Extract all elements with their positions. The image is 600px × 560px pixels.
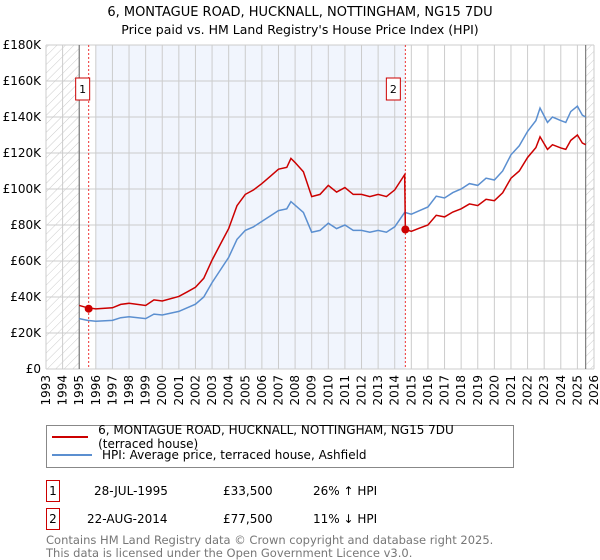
- x-tick-label: 2001: [172, 375, 186, 406]
- x-tick-label: 2020: [487, 375, 501, 406]
- x-tick-label: 2000: [155, 375, 169, 406]
- legend-item-property: 6, MONTAGUE ROAD, HUCKNALL, NOTTINGHAM, …: [52, 423, 513, 451]
- x-tick-label: 2002: [188, 375, 202, 406]
- hpi-line: [79, 105, 587, 323]
- legend-item-hpi: HPI: Average price, terraced house, Ashf…: [52, 446, 367, 464]
- x-tick-label: 2010: [321, 375, 335, 406]
- x-tick-label: 2023: [537, 375, 551, 406]
- x-tick-label: 1999: [139, 375, 153, 406]
- x-tick-label: 1994: [56, 375, 70, 406]
- x-tick-label: 2021: [504, 375, 518, 406]
- legend-label: HPI: Average price, terraced house, Ashf…: [102, 448, 367, 462]
- y-tick-label: £140K: [3, 110, 43, 124]
- x-tick-label: 2013: [371, 375, 385, 406]
- y-tick-label: £0: [26, 362, 41, 376]
- x-tick-label: 2015: [404, 375, 418, 406]
- footer: Contains HM Land Registry data © Crown c…: [46, 534, 493, 560]
- sale-label-1: 1: [79, 83, 86, 96]
- y-tick-label: £80K: [10, 218, 42, 232]
- x-tick-label: 2026: [587, 375, 600, 406]
- x-tick-label: 2009: [305, 375, 319, 406]
- sale-label-box-1: [75, 77, 91, 101]
- x-tick-label: 2012: [355, 375, 369, 406]
- y-tick-label: £20K: [10, 326, 42, 340]
- sale-price: £77,500: [223, 512, 273, 526]
- x-tick-label: 2024: [554, 375, 568, 406]
- sale-hpi-diff: 26% ↑ HPI: [313, 484, 378, 498]
- chart-title: 6, MONTAGUE ROAD, HUCKNALL, NOTTINGHAM, …: [107, 5, 492, 20]
- sale-price: £33,500: [223, 484, 273, 498]
- x-tick-label: 2022: [521, 375, 535, 406]
- x-tick-label: 2006: [255, 375, 269, 406]
- sale-date: 28-JUL-1995: [94, 484, 168, 498]
- sale-hpi-diff: 11% ↓ HPI: [313, 512, 378, 526]
- y-tick-label: £60K: [10, 254, 42, 268]
- x-tick-label: 2016: [421, 375, 435, 406]
- x-tick-label: 2017: [438, 375, 452, 406]
- x-tick-label: 2011: [338, 375, 352, 406]
- x-tick-label: 2014: [388, 375, 402, 406]
- x-tick-label: 2007: [271, 375, 285, 406]
- sale-point-1: [84, 304, 93, 313]
- sale-row-2: 2 22-AUG-2014 £77,500 11% ↓ HPI: [46, 508, 446, 530]
- property-price-line: [79, 133, 587, 310]
- x-tick-label: 2004: [222, 375, 236, 406]
- hatched-region-after: [585, 45, 594, 369]
- x-tick-label: 1998: [122, 375, 136, 406]
- x-tick-label: 2018: [454, 375, 468, 406]
- chart-subtitle: Price paid vs. HM Land Registry's House …: [121, 22, 478, 37]
- y-tick-label: £180K: [3, 38, 43, 52]
- sale-marker-box: 1: [46, 480, 60, 502]
- x-tick-label: 2025: [570, 375, 584, 406]
- footer-line-2: This data is licensed under the Open Gov…: [46, 546, 413, 560]
- x-tick-label: 1996: [89, 375, 103, 406]
- x-tick-label: 1995: [72, 375, 86, 406]
- sale-point-2: [401, 225, 410, 234]
- legend-swatch-blue: [52, 454, 92, 456]
- sale-label-box-2: [385, 77, 401, 101]
- x-tick-label: 2005: [238, 375, 252, 406]
- y-tick-label: £100K: [3, 182, 43, 196]
- price-chart: 6, MONTAGUE ROAD, HUCKNALL, NOTTINGHAM, …: [3, 5, 600, 406]
- x-tick-label: 2003: [205, 375, 219, 406]
- y-tick-label: £120K: [3, 146, 43, 160]
- legend-swatch-red: [52, 436, 89, 438]
- sale-row-1: 1 28-JUL-1995 £33,500 26% ↑ HPI: [46, 480, 446, 502]
- sale-date: 22-AUG-2014: [87, 512, 168, 526]
- y-tick-label: £40K: [10, 290, 42, 304]
- legend-label: 6, MONTAGUE ROAD, HUCKNALL, NOTTINGHAM, …: [98, 423, 454, 451]
- y-tick-label: £160K: [3, 74, 43, 88]
- x-tick-label: 2008: [288, 375, 302, 406]
- sale-label-2: 2: [390, 83, 397, 96]
- sale-marker-box: 2: [46, 508, 60, 530]
- footer-line-1: Contains HM Land Registry data © Crown c…: [46, 533, 494, 547]
- legend: 6, MONTAGUE ROAD, HUCKNALL, NOTTINGHAM, …: [46, 423, 514, 468]
- x-tick-label: 1993: [39, 375, 53, 406]
- x-tick-label: 1997: [105, 375, 119, 406]
- x-tick-label: 2019: [471, 375, 485, 406]
- shaded-ownership-period: [95, 45, 406, 369]
